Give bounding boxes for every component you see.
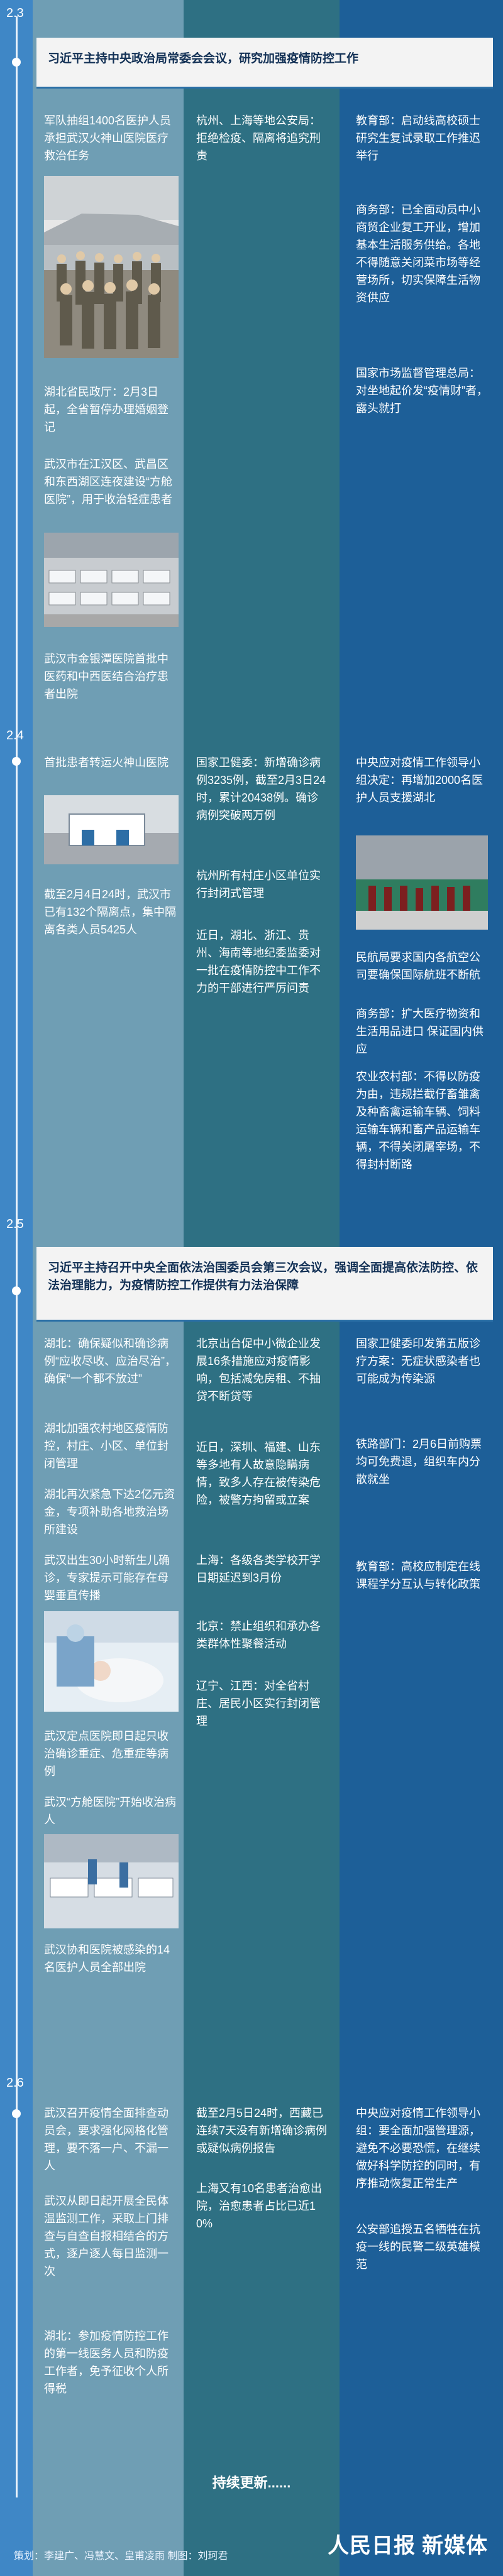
troops-photo <box>44 176 179 358</box>
news-item: 湖北加强农村地区疫情防控，村庄、小区、单位封闭管理 <box>44 1422 169 1470</box>
brand-name: 人民日报 <box>328 2535 416 2558</box>
news-item: 铁路部门：2月6日前购票均可免费退，组织车内分散就坐 <box>356 1438 482 1486</box>
news-item: 上海又有10名患者治愈出院，治愈患者占比已近10% <box>196 2182 323 2230</box>
news-item: 军队抽组1400名医护人员承担武汉火神山医院医疗救治任务 <box>44 114 172 162</box>
transfer-image <box>44 795 179 864</box>
date-label-2-4: 2.4 <box>6 729 24 742</box>
news-item: 教育部：启动线高校硕士研究生复试录取工作推迟举行 <box>356 114 480 162</box>
news-item: 武汉市在江汉区、武昌区和东西湖区连夜建设“方舱医院”，用于收治轻症患者 <box>44 458 172 506</box>
shelter-photo <box>44 533 179 627</box>
news-item: 近日，深圳、福建、山东等多地有人故意隐瞒病情，致多人存在被传染危险，被警方拘留或… <box>196 1441 321 1506</box>
date-label-2-5: 2.5 <box>6 1217 24 1231</box>
news-item: 湖北再次紧急下达2亿元资金，专项补助各地救治场所建设 <box>44 1488 175 1536</box>
meeting-banner: 习近平主持中央政治局常委会会议，研究加强疫情防控工作 <box>36 38 493 87</box>
meeting-text: 习近平主持召开中央全面依法治国委员会第三次会议，强调全面提高依法防控、依法治理能… <box>48 1261 478 1292</box>
train-image <box>356 835 488 930</box>
news-item: 公安部追授五名牺牲在抗疫一线的民警二级英雄模范 <box>356 2223 480 2271</box>
news-item: 国家市场监督管理总局：对坐地起价发“疫情财”者，露头就打 <box>356 367 488 415</box>
meeting-text: 习近平主持中央政治局常委会会议，研究加强疫情防控工作 <box>48 52 359 65</box>
news-item: 教育部：高校应制定在线课程学分互认与转化政策 <box>356 1560 480 1590</box>
news-item: 近日，湖北、浙江、贵州、海南等地纪委监委对一批在疫情防控中工作不力的干部进行严厉… <box>196 929 321 994</box>
news-item: 商务部：扩大医疗物资和生活用品进口 保证国内供应 <box>356 1008 484 1055</box>
brand-sub: 新媒体 <box>422 2534 488 2558</box>
news-item: 武汉从即日起开展全民体温监测工作，采取上门排查与自查自报相结合的方式，逐户逐人每… <box>44 2195 169 2278</box>
news-item: 北京出台促中小微企业发展16条措施应对疫情影响，包括减免房租、不抽贷不断贷等 <box>196 1337 321 1403</box>
news-item: 杭州所有村庄小区单位实行封闭式管理 <box>196 869 321 899</box>
baby-image <box>44 1611 179 1712</box>
news-item: 武汉市金银潭医院首批中医药和中西医结合治疗患者出院 <box>44 653 169 700</box>
news-item: 湖北：参加疫情防控工作的第一线医务人员和防疫工作者，免予征收个人所得税 <box>44 2330 169 2395</box>
shelter-image <box>44 533 179 627</box>
news-item: 武汉出生30小时新生儿确诊，专家提示可能存在母婴垂直传播 <box>44 1554 170 1602</box>
date-label-2-3: 2.3 <box>6 6 24 20</box>
news-item: 截至2月4日24时，武汉市已有132个隔离点，集中隔离各类人员5425人 <box>44 888 177 936</box>
news-item: 北京：禁止组织和承办各类群体性聚餐活动 <box>196 1620 321 1650</box>
news-item: 中央应对疫情工作领导小组决定：再增加2000名医护人员支援湖北 <box>356 756 484 804</box>
news-item: 截至2月5日24时，西藏已连续7天没有新增确诊病例或疑似病例报告 <box>196 2107 328 2155</box>
news-item: 上海：各级各类学校开学日期延迟到3月份 <box>196 1554 321 1584</box>
news-item: 杭州、上海等地公安局：拒绝检疫、隔离将追究刑责 <box>196 114 321 162</box>
date-label-2-6: 2.6 <box>6 2076 24 2090</box>
brand-logo: 人民日报 新媒体 <box>328 2528 488 2559</box>
cabin-hospital-photo <box>44 1834 179 1928</box>
cabin-hospital-image <box>44 1834 179 1928</box>
news-item: 国家卫健委：新增确诊病例3235例，截至2月3日24时，累计20438例。确诊病… <box>196 756 326 822</box>
news-item: 武汉召开疫情全面排查动员会，要求强化网格化管理，要不落一户、不漏一人 <box>44 2107 169 2172</box>
news-item: 湖北省民政厅：2月3日起，全省暂停办理婚姻登记 <box>44 386 169 433</box>
news-item: 辽宁、江西：对全省村庄、居民小区实行封闭管理 <box>196 1680 321 1727</box>
meeting-banner: 习近平主持召开中央全面依法治国委员会第三次会议，强调全面提高依法防控、依法治理能… <box>36 1247 493 1320</box>
train-photo <box>356 835 488 930</box>
news-item: 首批患者转运火神山医院 <box>44 756 169 769</box>
timeline-dot <box>12 58 21 67</box>
transfer-photo <box>44 795 179 864</box>
timeline-dot <box>12 1286 21 1295</box>
news-item: 武汉协和医院被感染的14名医护人员全部出院 <box>44 1943 170 1974</box>
continue-label: 持续更新...... <box>212 2475 291 2491</box>
credits-text: 策划：李建广、冯慧文、皇甫凌雨 制图：刘珂君 <box>14 2551 228 2562</box>
news-item: 国家卫健委印发第五版诊疗方案：无症状感染者也可能成为传染源 <box>356 1337 480 1385</box>
news-item: 商务部：已全面动员中小商贸企业复工开业，增加基本生活服务供给。各地不得随意关闭菜… <box>356 204 480 304</box>
troops-image <box>44 176 179 358</box>
news-item: 湖北：确保疑似和确诊病例“应收尽收、应治尽治”，确保“一个都不放过” <box>44 1337 176 1385</box>
timeline-dot <box>12 757 21 766</box>
timeline-line <box>16 16 18 2497</box>
news-item: 中央应对疫情工作领导小组：要全面加强管理源，避免不必要恐慌，在继续做好科学防控的… <box>356 2107 480 2190</box>
news-item: 民航局要求国内各航空公司要确保国际航班不断航 <box>356 951 480 981</box>
baby-photo <box>44 1611 179 1712</box>
news-item: 农业农村部：不得以防疫为由，违规拦截仔畜雏禽及种畜禽运输车辆、饲料运输车辆和畜产… <box>356 1070 480 1171</box>
news-item: 武汉定点医院即日起只收治确诊重症、危重症等病例 <box>44 1730 169 1778</box>
news-item: 武汉“方舱医院”开始收治病人 <box>44 1796 176 1826</box>
timeline-dot <box>12 2109 21 2118</box>
